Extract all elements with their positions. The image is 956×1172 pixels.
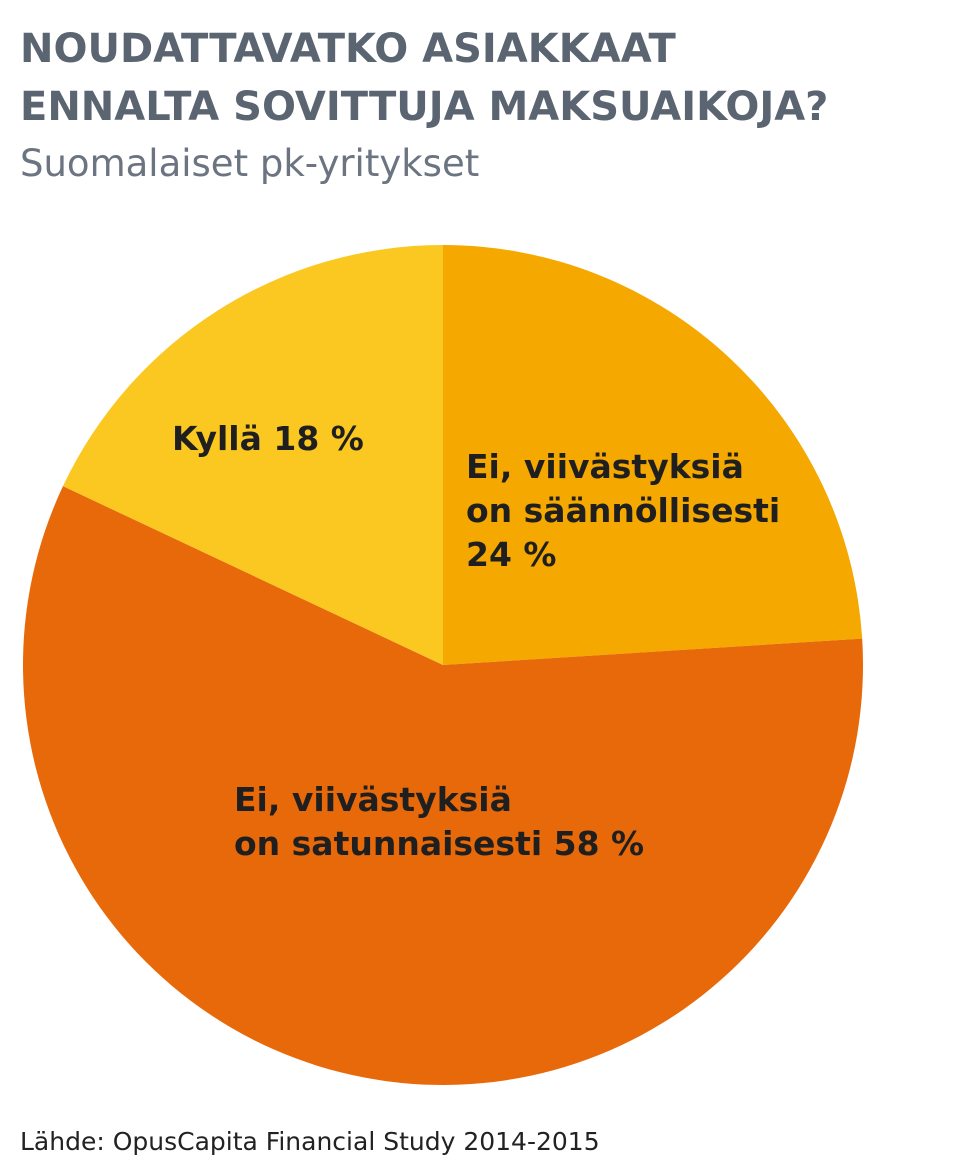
- pie-slice-2: [62, 245, 443, 665]
- slice-label-satunnaisesti: Ei, viivästyksiä on satunnaisesti 58 %: [234, 780, 644, 863]
- slice-label-satunnaisesti-line-2: on satunnaisesti 58 %: [234, 824, 644, 863]
- slice-label-kylla: Kyllä 18 %: [172, 419, 364, 458]
- chart-title: NOUDATTAVATKO ASIAKKAAT ENNALTA SOVITTUJ…: [20, 20, 940, 136]
- slice-label-saannollisesti-line-2: on säännöllisesti: [466, 491, 780, 530]
- pie-slices: [22, 245, 863, 1085]
- slice-label-saannollisesti-line-1: Ei, viivästyksiä: [466, 447, 744, 486]
- slice-label-saannollisesti: Ei, viivästyksiä on säännöllisesti 24 %: [466, 447, 792, 574]
- chart-title-line-1: NOUDATTAVATKO ASIAKKAAT: [20, 26, 676, 72]
- chart-title-line-2: ENNALTA SOVITTUJA MAKSUAIKOJA?: [20, 84, 829, 130]
- slice-label-kylla-line-1: Kyllä 18 %: [172, 419, 364, 458]
- slice-label-satunnaisesti-line-1: Ei, viivästyksiä: [234, 780, 512, 819]
- pie-slice-1: [22, 486, 863, 1085]
- chart-subtitle: Suomalaiset pk-yritykset: [20, 142, 480, 185]
- slice-label-saannollisesti-line-3: 24 %: [466, 535, 556, 574]
- pie-labels: Ei, viivästyksiä on säännöllisesti 24 % …: [172, 419, 792, 863]
- source-note: Lähde: OpusCapita Financial Study 2014-2…: [20, 1127, 600, 1156]
- pie-slice-0: [443, 245, 863, 665]
